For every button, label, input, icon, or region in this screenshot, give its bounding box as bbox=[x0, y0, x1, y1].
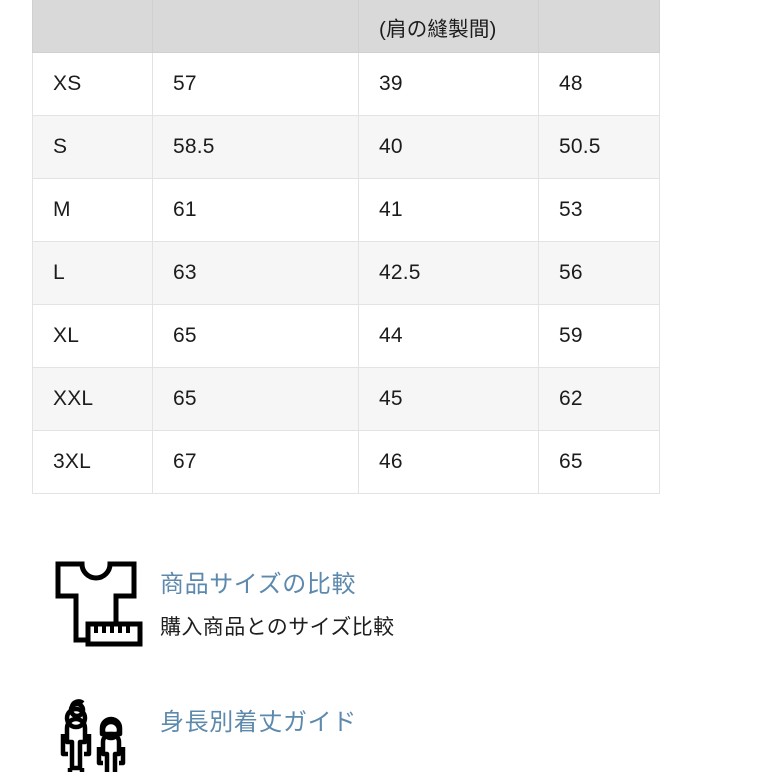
guide-text-block: 商品サイズの比較 購入商品とのサイズ比較 bbox=[160, 548, 395, 641]
table-row: 3XL 67 46 65 bbox=[32, 430, 660, 494]
cell-length: 57 bbox=[152, 52, 359, 116]
cell-size: XL bbox=[32, 304, 153, 368]
column-header-size bbox=[32, 0, 153, 53]
cell-size: XS bbox=[32, 52, 153, 116]
size-chart-table: (肩の縫製間) XS 57 39 48 S 58.5 40 50.5 bbox=[32, 0, 660, 494]
cell-length: 61 bbox=[152, 178, 359, 242]
cell-shoulder: 46 bbox=[358, 430, 539, 494]
cell-length: 63 bbox=[152, 241, 359, 305]
cell-shoulder: 41 bbox=[358, 178, 539, 242]
cell-shoulder: 42.5 bbox=[358, 241, 539, 305]
size-chart-container: (肩の縫製間) XS 57 39 48 S 58.5 40 50.5 bbox=[32, 0, 660, 494]
table-row: XS 57 39 48 bbox=[32, 52, 660, 116]
cell-width: 59 bbox=[538, 304, 660, 368]
column-header-width bbox=[538, 0, 660, 53]
cell-shoulder: 44 bbox=[358, 304, 539, 368]
cell-size: M bbox=[32, 178, 153, 242]
cell-length: 58.5 bbox=[152, 115, 359, 179]
table-row: S 58.5 40 50.5 bbox=[32, 115, 660, 179]
table-row: XXL 65 45 62 bbox=[32, 367, 660, 431]
cell-width: 56 bbox=[538, 241, 660, 305]
two-people-icon bbox=[32, 686, 160, 772]
cell-width: 48 bbox=[538, 52, 660, 116]
cell-length: 65 bbox=[152, 367, 359, 431]
cell-width: 50.5 bbox=[538, 115, 660, 179]
guide-link-size-comparison[interactable]: 商品サイズの比較 bbox=[160, 571, 357, 598]
cell-size: L bbox=[32, 241, 153, 305]
cell-shoulder: 40 bbox=[358, 115, 539, 179]
cell-shoulder: 39 bbox=[358, 52, 539, 116]
table-header-row: (肩の縫製間) bbox=[32, 0, 660, 53]
cell-size: XXL bbox=[32, 367, 153, 431]
guide-link-height-guide[interactable]: 身長別着丈ガイド bbox=[160, 709, 357, 736]
cell-size: 3XL bbox=[32, 430, 153, 494]
cell-size: S bbox=[32, 115, 153, 179]
cell-width: 53 bbox=[538, 178, 660, 242]
cell-length: 65 bbox=[152, 304, 359, 368]
guide-links-list: 商品サイズの比較 購入商品とのサイズ比較 bbox=[32, 548, 732, 772]
guide-item-height-guide[interactable]: 身長別着丈ガイド bbox=[32, 686, 732, 772]
cell-length: 67 bbox=[152, 430, 359, 494]
guide-text-block: 身長別着丈ガイド bbox=[160, 686, 357, 752]
size-chart-header: (肩の縫製間) bbox=[32, 0, 660, 53]
column-header-shoulder: (肩の縫製間) bbox=[358, 0, 539, 53]
table-row: M 61 41 53 bbox=[32, 178, 660, 242]
guide-subtitle-size-comparison: 購入商品とのサイズ比較 bbox=[160, 616, 395, 639]
tshirt-ruler-icon bbox=[32, 548, 160, 652]
table-row: XL 65 44 59 bbox=[32, 304, 660, 368]
cell-width: 62 bbox=[538, 367, 660, 431]
cell-width: 65 bbox=[538, 430, 660, 494]
column-header-length bbox=[152, 0, 359, 53]
table-row: L 63 42.5 56 bbox=[32, 241, 660, 305]
guide-item-size-comparison[interactable]: 商品サイズの比較 購入商品とのサイズ比較 bbox=[32, 548, 732, 652]
size-chart-body: XS 57 39 48 S 58.5 40 50.5 M 61 41 53 bbox=[32, 52, 660, 494]
cell-shoulder: 45 bbox=[358, 367, 539, 431]
